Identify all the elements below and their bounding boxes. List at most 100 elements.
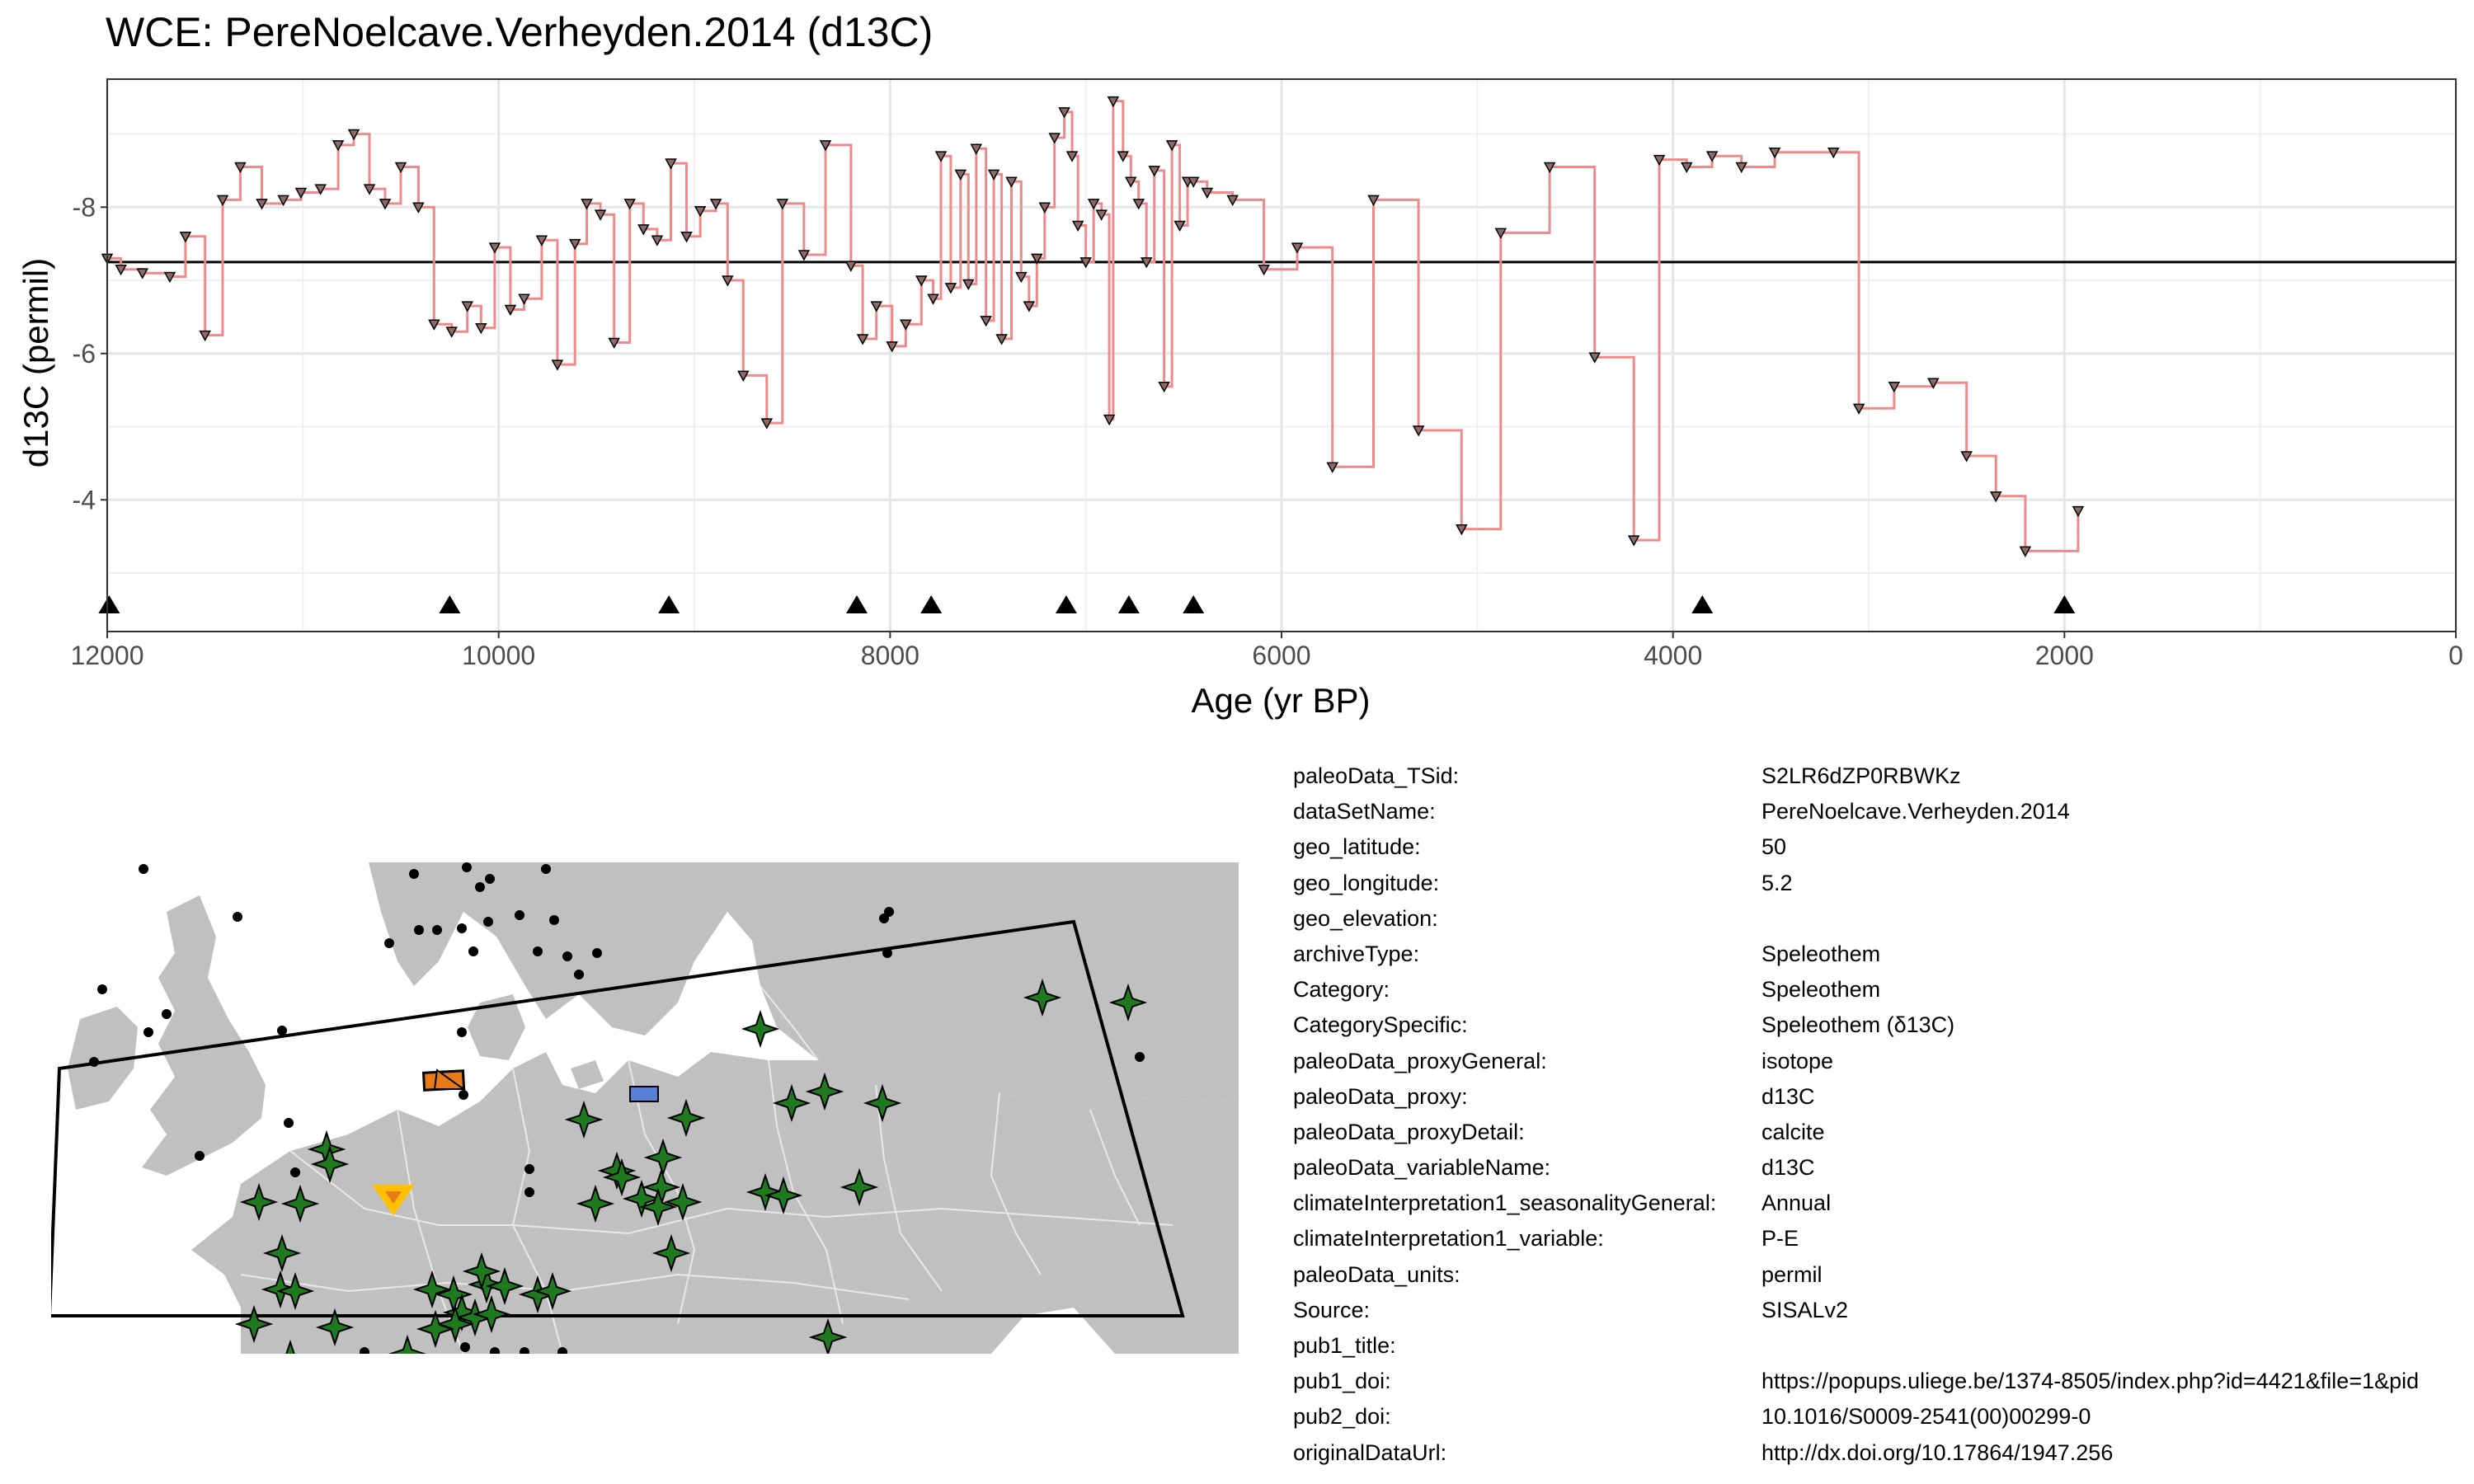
metadata-key: paleoData_proxyGeneral: [1293, 1048, 1547, 1073]
data-point [277, 195, 289, 206]
metadata-value: 50 [1761, 834, 1787, 860]
chron-marker [658, 595, 680, 613]
site-dot [162, 1009, 172, 1019]
site-star [663, 1182, 703, 1222]
data-point [776, 199, 789, 210]
x-tick-label: 8000 [861, 641, 920, 670]
site-star [863, 1083, 902, 1123]
data-point [581, 199, 593, 210]
chart-plot: 12000 10000 8000 6000 4000 2000 0 -8 -6 -4 [71, 78, 2463, 670]
site-dot [139, 864, 148, 874]
data-point [737, 370, 750, 382]
metadata-value: PereNoelcave.Verheyden.2014 [1761, 799, 2070, 824]
data-point [1174, 220, 1186, 232]
x-tick-label: 2000 [2035, 641, 2094, 670]
country-borders [240, 985, 1174, 1354]
ireland-landmass [68, 1007, 138, 1110]
site-star [597, 1151, 637, 1190]
data-point [234, 162, 247, 174]
site-dot [384, 938, 394, 948]
data-point [294, 187, 308, 200]
site-star [666, 1098, 706, 1138]
site-dot [483, 917, 493, 927]
metadata-value: http://dx.doi.org/10.17864/1947.256 [1761, 1439, 2114, 1465]
data-point [1148, 166, 1160, 177]
site-star [442, 1293, 482, 1332]
chron-marker [920, 595, 943, 613]
region-sites [234, 978, 1148, 1354]
x-tick-label: 12000 [71, 641, 144, 670]
data-point [1412, 425, 1425, 437]
data-point [1367, 195, 1380, 206]
data-point [870, 301, 882, 312]
site-star [280, 1184, 320, 1223]
site-dot [1135, 1052, 1145, 1062]
data-point [115, 264, 127, 276]
metadata-value: isotope [1761, 1048, 1834, 1073]
site-dot [360, 1347, 369, 1354]
other-sites [89, 862, 1145, 1354]
site-dot [97, 984, 107, 994]
site-dot [533, 946, 543, 956]
site-star [772, 1083, 811, 1123]
data-point [1187, 176, 1200, 188]
metadata-value: permil [1761, 1261, 1823, 1287]
site-star [764, 1176, 803, 1215]
y-tick-label: -8 [73, 192, 96, 222]
metadata-value: calcite [1761, 1119, 1825, 1144]
site-dot [549, 915, 559, 925]
site-dot [233, 912, 242, 922]
data-point [535, 235, 548, 247]
site-dot [414, 925, 424, 935]
data-point [608, 337, 620, 350]
chron-marker [2053, 595, 2076, 613]
chron-marker [98, 595, 120, 613]
metadata-key: paleoData_proxyDetail: [1293, 1119, 1525, 1144]
data-point [970, 143, 983, 155]
site-dot [457, 923, 467, 933]
y-tick-label: -4 [73, 485, 96, 514]
data-point [1038, 202, 1051, 214]
baltic-island-landmass [571, 1060, 604, 1089]
data-point [1543, 162, 1556, 174]
data-point [665, 158, 677, 170]
data-point [637, 224, 650, 236]
data-point [886, 341, 898, 353]
site-star [435, 1304, 475, 1344]
data-point [1103, 414, 1116, 426]
data-point [1627, 535, 1640, 547]
site-dot [541, 864, 551, 874]
data-point [1165, 140, 1178, 152]
data-point [1107, 96, 1120, 108]
data-point [927, 294, 939, 305]
x-axis-label: Age (yr BP) [1191, 681, 1371, 720]
data-point [722, 275, 734, 287]
data-point [412, 202, 425, 214]
data-point [518, 294, 530, 305]
data-point [1117, 151, 1130, 162]
site-dot [409, 869, 419, 879]
data-point [944, 283, 957, 294]
chart-title: WCE: PereNoelcave.Verheyden.2014 (d13C) [106, 9, 934, 55]
data-point [1494, 228, 1507, 239]
data-point [332, 140, 345, 152]
site-star [261, 1270, 300, 1309]
blue-site-marker [629, 1086, 659, 1102]
metadata-key: Source: [1293, 1297, 1371, 1322]
data-point [461, 301, 473, 312]
x-tick-label: 10000 [462, 641, 535, 670]
target-site-inner [385, 1191, 402, 1204]
x-tick-label: 4000 [1644, 641, 1702, 670]
data-point [199, 330, 211, 342]
metadata-key: geo_longitude: [1293, 870, 1440, 895]
metadata-value: d13C [1761, 1083, 1815, 1109]
site-dot [557, 1347, 567, 1354]
data-point [915, 275, 928, 287]
data-point [1087, 199, 1100, 210]
data-point [1258, 264, 1270, 276]
site-star [602, 1158, 642, 1197]
data-point [1960, 451, 1973, 463]
site-star [412, 1270, 452, 1309]
metadata-value: 10.1016/S0009-2541(00)00299-0 [1761, 1404, 2091, 1430]
metadata-key: paleoData_variableName: [1293, 1155, 1551, 1181]
